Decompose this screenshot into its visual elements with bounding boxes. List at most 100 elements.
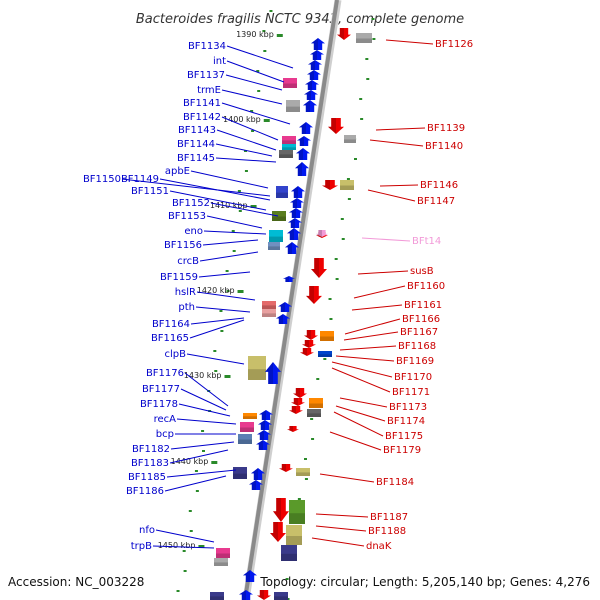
kbp-tick xyxy=(263,119,270,122)
tick xyxy=(226,290,230,292)
gene-label-left: clpB xyxy=(165,349,187,360)
leader-line xyxy=(335,355,395,362)
accession-text: Accession: NC_003228 xyxy=(8,575,144,589)
tick xyxy=(195,490,199,492)
leader-line xyxy=(226,60,285,83)
leader-line xyxy=(155,529,215,543)
tick xyxy=(304,478,308,480)
gene-arrow xyxy=(285,242,299,254)
gene-label-right: BF1161 xyxy=(404,300,442,311)
gene-arrow xyxy=(306,286,322,304)
gene-label-left: BF1164 xyxy=(152,319,190,330)
domain-box xyxy=(276,186,288,198)
leader-line xyxy=(190,317,245,325)
gene-arrow xyxy=(276,314,290,324)
tick xyxy=(269,10,273,12)
kbp-label: 1450 kbp xyxy=(158,541,196,550)
gene-arrow xyxy=(302,340,316,348)
tick xyxy=(262,30,266,32)
gene-label-layer: BF1134 int BF1137 trmE BF1141 BF1142 BF1143 BF1… xyxy=(83,39,473,552)
leader-line xyxy=(169,190,267,211)
tick xyxy=(194,470,198,472)
leader-line xyxy=(329,431,382,451)
tick xyxy=(285,578,289,580)
gene-label-left: BF1151 xyxy=(131,186,169,197)
gene-arrow xyxy=(296,148,310,160)
gene-label-right: BF1175 xyxy=(385,431,423,442)
gene-arrow xyxy=(287,228,301,240)
tick xyxy=(256,70,260,72)
leader-line xyxy=(344,318,401,335)
domain-box xyxy=(281,545,297,561)
gene-label-left: BF1145 xyxy=(177,153,215,164)
gene-label-left: BF1152 xyxy=(172,198,210,209)
leader-line xyxy=(121,178,271,197)
gene-label-left: bcp xyxy=(156,429,174,440)
leader-line xyxy=(202,239,259,246)
map-title: Bacteroides fragilis NCTC 9343, complete… xyxy=(136,12,464,27)
leader-line xyxy=(335,405,386,422)
gene-label-left: BF1144 xyxy=(177,139,215,150)
gene-arrow xyxy=(251,468,265,480)
gene-label-left: BF1183 xyxy=(131,458,169,469)
gene-arrow xyxy=(259,410,273,420)
gene-label-left: BF1178 xyxy=(140,399,178,410)
gene-arrow xyxy=(303,100,317,112)
gene-label-left: BF1176 xyxy=(146,368,184,379)
gene-arrow xyxy=(337,28,351,40)
tick xyxy=(360,118,364,120)
leader-line xyxy=(166,469,237,478)
gene-label-left: BF1137 xyxy=(187,70,225,81)
gene-label-right: BF1166 xyxy=(402,314,440,325)
gene-label-right: BF1126 xyxy=(435,39,473,50)
domain-box xyxy=(296,468,310,476)
gene-label-right: BF1146 xyxy=(420,180,458,191)
gene-label-right: BF1184 xyxy=(376,477,414,488)
tick xyxy=(371,18,375,20)
leader-line xyxy=(210,202,279,217)
gene-arrow-layer xyxy=(239,28,351,600)
domain-box xyxy=(216,548,230,558)
gene-label-right: BF1188 xyxy=(368,526,406,537)
tick xyxy=(214,370,218,372)
domain-box xyxy=(282,144,296,150)
gene-label-left: int xyxy=(213,56,226,67)
leader-line xyxy=(357,270,409,275)
leader-line xyxy=(331,367,391,393)
tick xyxy=(323,358,327,360)
gene-arrow xyxy=(249,480,263,490)
tick xyxy=(366,78,370,80)
gene-arrow xyxy=(270,522,286,542)
tick xyxy=(359,98,363,100)
domain-box xyxy=(268,242,280,250)
domain-box xyxy=(214,558,228,566)
kbp-tick xyxy=(237,290,244,293)
kbp-label: 1430 kbp xyxy=(184,371,222,380)
tick xyxy=(213,350,217,352)
leader-line xyxy=(199,251,259,262)
gene-arrow xyxy=(265,362,281,384)
gene-arrow xyxy=(290,198,304,208)
tick xyxy=(257,90,261,92)
leader-line xyxy=(203,230,267,235)
domain-box xyxy=(272,211,286,221)
leader-line xyxy=(206,215,263,229)
gene-label-left: recA xyxy=(154,414,177,425)
leader-line xyxy=(221,89,283,105)
leader-line xyxy=(339,397,388,408)
kbp-tick xyxy=(250,205,257,208)
gene-arrow xyxy=(311,258,327,278)
gene-label-left: BF1143 xyxy=(178,125,216,136)
leader-line xyxy=(361,237,411,242)
gene-label-left: BF1165 xyxy=(151,333,189,344)
gene-arrow xyxy=(256,440,270,450)
leader-line xyxy=(225,74,283,91)
gene-arrow xyxy=(291,186,305,198)
kbp-tick xyxy=(198,545,205,548)
leader-line xyxy=(315,513,369,518)
tick xyxy=(334,258,338,260)
tick xyxy=(244,150,247,152)
tick xyxy=(335,278,339,280)
kbp-marker-layer: 1390 kbp 1400 kbp 1410 kbp 1420 kbp 1430 kbp… xyxy=(158,30,283,550)
kbp-tick xyxy=(224,375,231,378)
